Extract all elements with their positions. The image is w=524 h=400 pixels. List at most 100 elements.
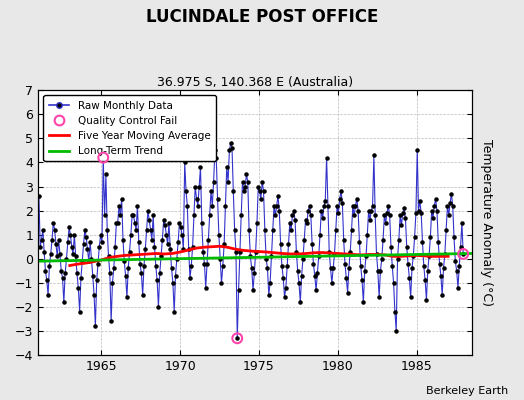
Legend: Raw Monthly Data, Quality Control Fail, Five Year Moving Average, Long-Term Tren: Raw Monthly Data, Quality Control Fail, … xyxy=(43,95,216,162)
Point xyxy=(110,265,118,272)
Point xyxy=(434,239,442,245)
Point xyxy=(296,299,304,305)
Point xyxy=(279,275,288,281)
Point xyxy=(163,241,172,248)
Point xyxy=(62,256,71,262)
Point xyxy=(63,239,72,245)
Point xyxy=(292,248,301,255)
Point xyxy=(338,200,346,206)
Point xyxy=(74,284,82,291)
Point xyxy=(405,275,413,281)
Point xyxy=(61,270,69,276)
Point xyxy=(171,272,180,279)
Point xyxy=(314,253,323,260)
Point xyxy=(371,212,379,219)
Text: LUCINDALE POST OFFICE: LUCINDALE POST OFFICE xyxy=(146,8,378,26)
Point xyxy=(112,220,121,226)
Point xyxy=(376,268,385,274)
Point xyxy=(353,195,361,202)
Point xyxy=(374,268,382,274)
Point xyxy=(359,299,367,305)
Point xyxy=(275,208,283,214)
Point xyxy=(375,294,384,300)
Point xyxy=(58,275,67,281)
Point xyxy=(184,246,193,252)
Point xyxy=(102,171,110,178)
Point xyxy=(211,147,219,154)
Point xyxy=(241,183,249,190)
Point xyxy=(301,217,310,224)
Y-axis label: Temperature Anomaly (°C): Temperature Anomaly (°C) xyxy=(481,139,493,306)
Point xyxy=(83,246,92,252)
Point xyxy=(442,227,450,233)
Point xyxy=(368,202,377,209)
Point xyxy=(325,248,333,255)
Point xyxy=(272,202,281,209)
Point xyxy=(199,248,208,255)
Point xyxy=(266,280,274,286)
Point xyxy=(312,287,320,293)
Point xyxy=(394,256,402,262)
Point xyxy=(386,212,394,219)
Point xyxy=(252,248,260,255)
Point xyxy=(151,263,160,269)
Point xyxy=(170,308,178,315)
Point xyxy=(422,296,431,303)
Point xyxy=(192,195,201,202)
Point xyxy=(217,280,226,286)
Point xyxy=(379,236,387,243)
Point xyxy=(308,241,316,248)
Point xyxy=(198,220,206,226)
Point xyxy=(124,265,133,272)
Point xyxy=(221,202,230,209)
Point xyxy=(179,246,188,252)
Point xyxy=(136,260,144,267)
Point xyxy=(298,272,306,279)
Point xyxy=(106,270,114,276)
Point xyxy=(225,147,234,154)
Point xyxy=(195,183,203,190)
Point xyxy=(439,265,447,272)
Point xyxy=(116,212,125,219)
Point xyxy=(443,202,452,209)
Point xyxy=(178,232,186,238)
Point xyxy=(277,241,285,248)
Point xyxy=(431,195,440,202)
Point xyxy=(322,154,331,161)
Point xyxy=(455,263,463,269)
Point xyxy=(423,268,432,274)
Point xyxy=(355,239,364,245)
Point xyxy=(208,202,216,209)
Point xyxy=(326,265,335,272)
Point xyxy=(257,195,265,202)
Point xyxy=(361,268,369,274)
Point xyxy=(335,195,344,202)
Point xyxy=(115,202,123,209)
Point xyxy=(189,244,197,250)
Point xyxy=(224,178,232,185)
Point xyxy=(283,263,291,269)
Point xyxy=(232,248,240,255)
Point xyxy=(304,208,312,214)
Point xyxy=(348,202,357,209)
Point xyxy=(444,212,453,219)
Point xyxy=(363,232,372,238)
Point xyxy=(68,244,76,250)
Point xyxy=(259,188,268,194)
Point xyxy=(127,232,135,238)
Point xyxy=(135,239,143,245)
Point xyxy=(429,215,437,221)
Point xyxy=(140,263,148,269)
Point xyxy=(150,244,159,250)
Point xyxy=(459,251,467,257)
Point xyxy=(378,256,386,262)
Point xyxy=(311,272,319,279)
Point xyxy=(457,220,466,226)
Point xyxy=(202,284,210,291)
Point xyxy=(271,212,279,219)
Point xyxy=(459,251,467,257)
Point xyxy=(122,272,130,279)
Point xyxy=(174,239,182,245)
Point xyxy=(346,248,354,255)
Point xyxy=(167,265,176,272)
